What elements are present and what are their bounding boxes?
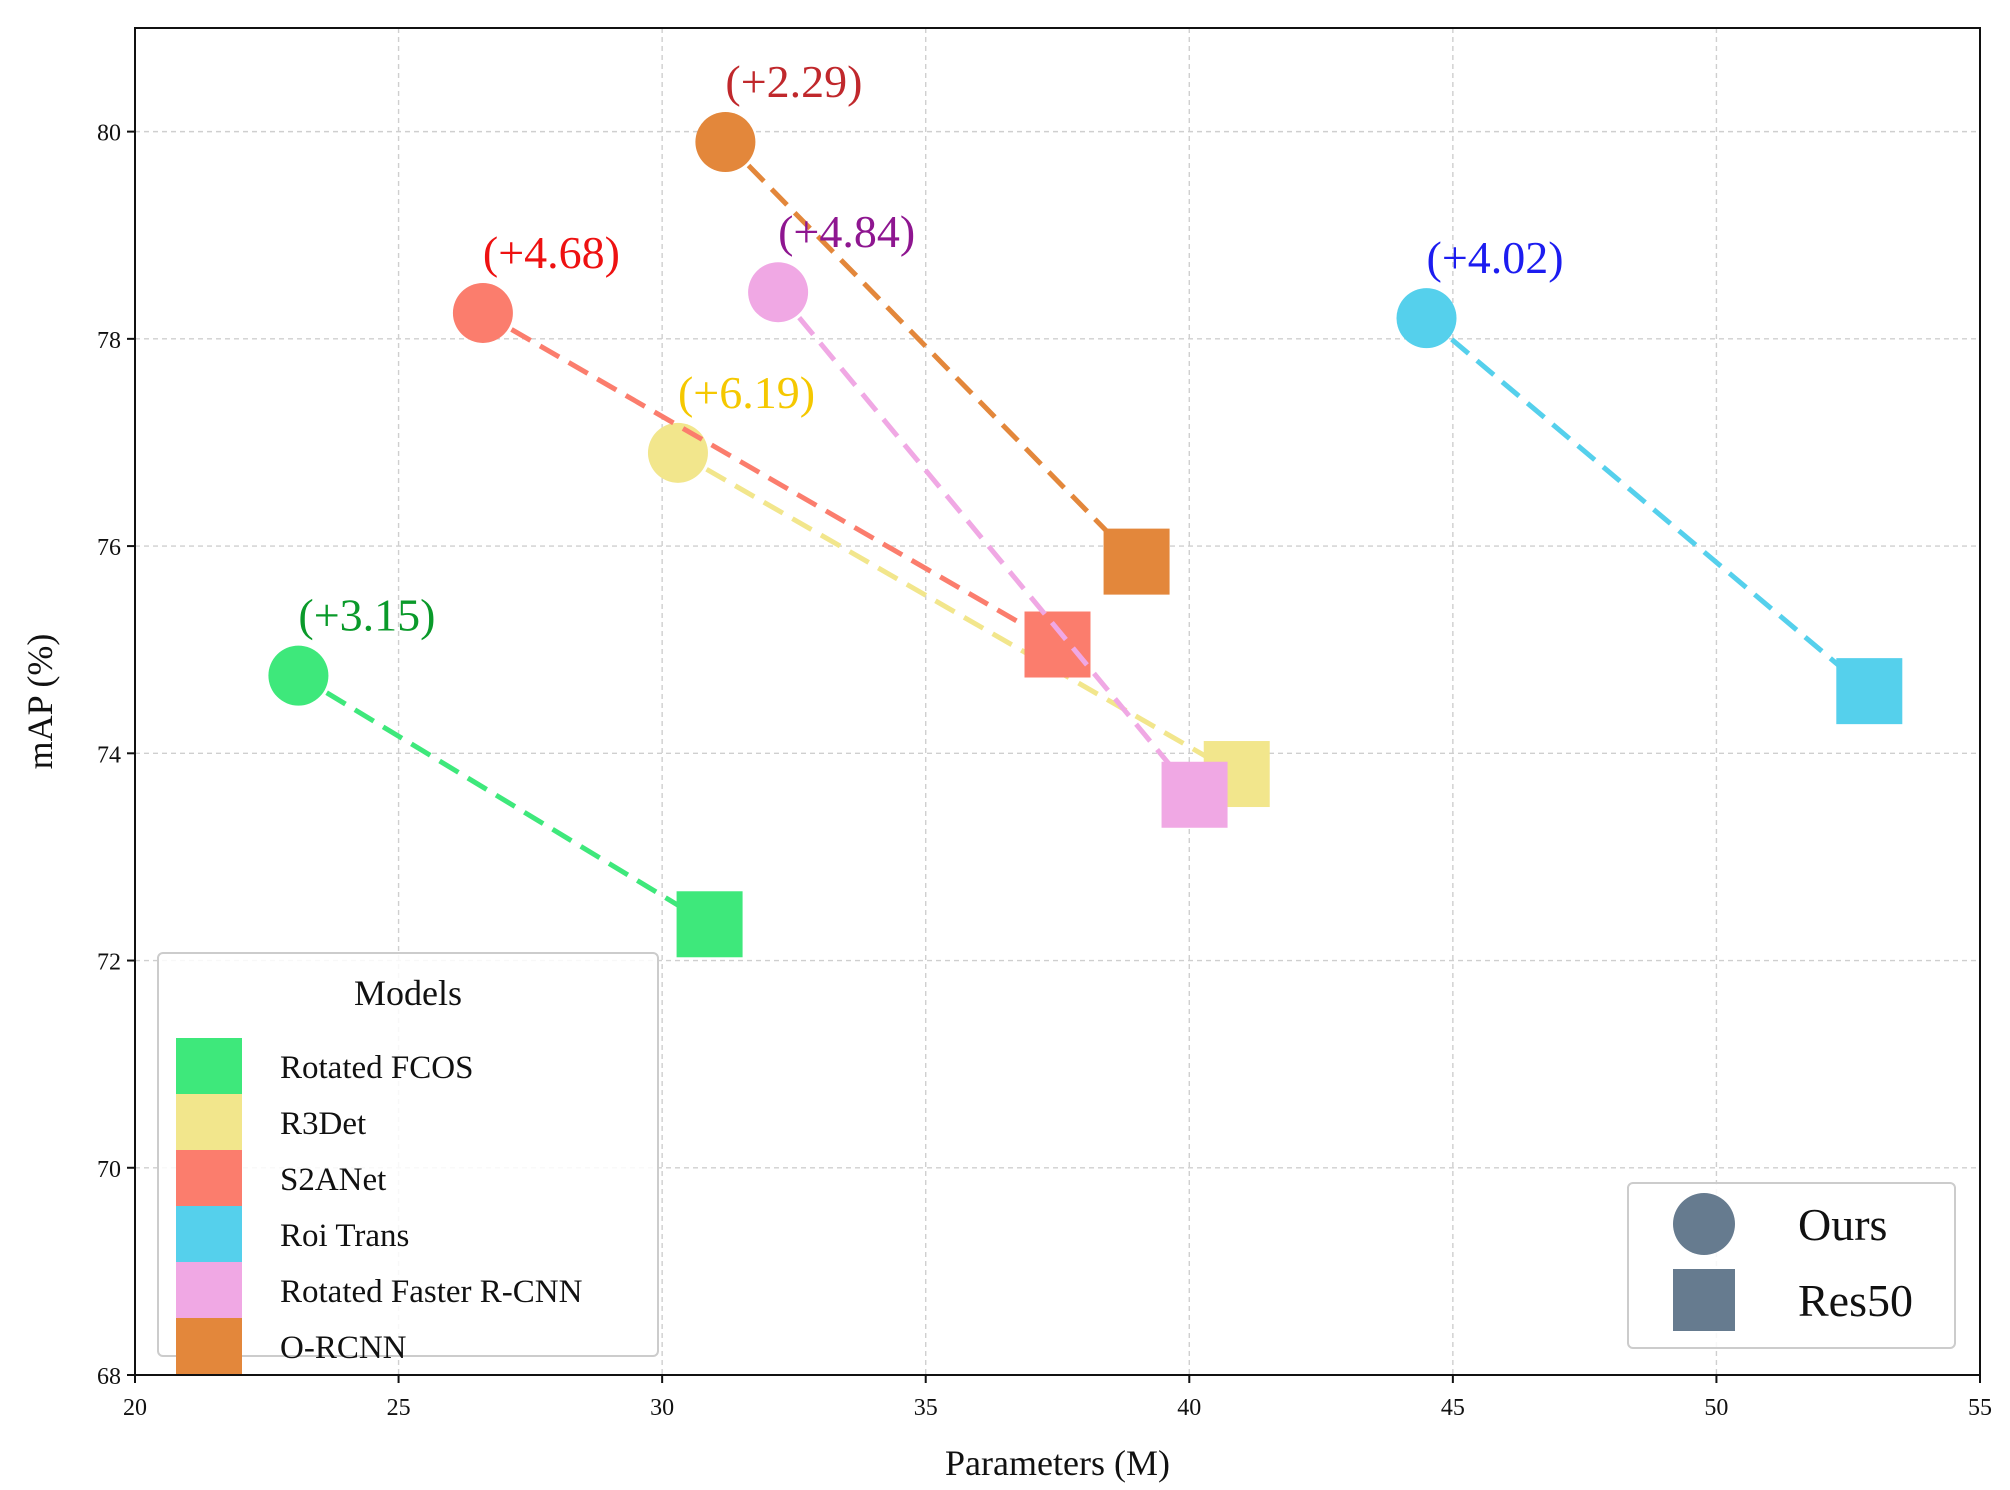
- y-tick-label: 70: [97, 1157, 121, 1183]
- connector-line: [297, 673, 711, 927]
- ours-point: [1396, 288, 1457, 349]
- y-tick-label: 68: [97, 1364, 121, 1390]
- y-tick-label: 74: [97, 742, 121, 768]
- y-tick-label: 78: [97, 328, 121, 354]
- legend-item-label: Roi Trans: [280, 1218, 409, 1254]
- legend-res50-label: Res50: [1798, 1275, 1913, 1326]
- x-tick-label: 30: [650, 1395, 674, 1421]
- res50-point: [1161, 761, 1228, 828]
- series: [268, 111, 1903, 958]
- x-axis-label: Parameters (M): [945, 1443, 1170, 1483]
- legend-item-label: Rotated Faster R-CNN: [280, 1274, 583, 1310]
- ours-point: [748, 262, 809, 323]
- res50-point: [1103, 528, 1170, 595]
- x-tick-label: 20: [123, 1395, 147, 1421]
- data-label: (+4.68): [483, 227, 620, 278]
- y-tick-label: 76: [97, 535, 121, 561]
- x-tick-label: 45: [1441, 1395, 1465, 1421]
- x-tick-label: 55: [1968, 1395, 1992, 1421]
- legend-models-items: Rotated FCOS R3Det S2ANet Roi Trans Rotated …: [176, 1038, 583, 1374]
- legend-swatch: [176, 1318, 242, 1374]
- x-tick-label: 40: [1177, 1395, 1201, 1421]
- legend-models-title: Models: [354, 973, 462, 1013]
- legend-item-label: S2ANet: [280, 1162, 386, 1198]
- data-label: (+6.19): [678, 367, 815, 418]
- y-tick-label: 80: [97, 121, 121, 147]
- legend-swatch: [176, 1038, 242, 1094]
- connector-line: [776, 290, 1197, 797]
- annotations: (+3.15) (+6.19) (+4.68) (+4.02) (+4.84) (+2.2…: [298, 56, 1563, 641]
- legend-ours-marker: [1673, 1193, 1735, 1255]
- axes: 20 25 30 35 40 45 50 55 68 70 72 74 76 78 80: [97, 121, 1992, 1421]
- plot-frame: [134, 27, 1981, 1376]
- legend-swatch: [176, 1150, 242, 1206]
- legend-item-label: O-RCNN: [280, 1330, 407, 1366]
- data-label: (+2.29): [725, 56, 862, 107]
- data-label: (+3.15): [298, 590, 435, 641]
- res50-point: [1836, 658, 1903, 725]
- legend-swatch: [176, 1206, 242, 1262]
- ours-point: [695, 111, 756, 172]
- x-tick-label: 25: [387, 1395, 411, 1421]
- res50-point: [676, 891, 743, 958]
- legend-swatch: [176, 1262, 242, 1318]
- ours-point: [452, 282, 513, 343]
- data-label: (+4.02): [1427, 232, 1564, 283]
- ours-point: [647, 422, 708, 483]
- legend-res50-marker: [1673, 1269, 1735, 1331]
- ours-point: [268, 645, 329, 706]
- legend-swatch: [176, 1094, 242, 1150]
- connector-line: [1424, 316, 1871, 694]
- y-axis-label: mAP (%): [20, 634, 60, 770]
- res50-point: [1024, 611, 1091, 678]
- x-tick-label: 50: [1704, 1395, 1728, 1421]
- legend-models-box: [157, 952, 659, 1357]
- y-tick-label: 72: [97, 950, 121, 976]
- legend-item-label: R3Det: [280, 1106, 366, 1142]
- legend-item-label: Rotated FCOS: [280, 1050, 473, 1086]
- connector-line: [481, 310, 1059, 647]
- x-tick-label: 35: [914, 1395, 938, 1421]
- connector-line: [676, 450, 1238, 777]
- data-label: (+4.84): [778, 206, 915, 257]
- legend-markers: Ours Res50: [1627, 1182, 1956, 1349]
- legend-ours-label: Ours: [1798, 1199, 1887, 1250]
